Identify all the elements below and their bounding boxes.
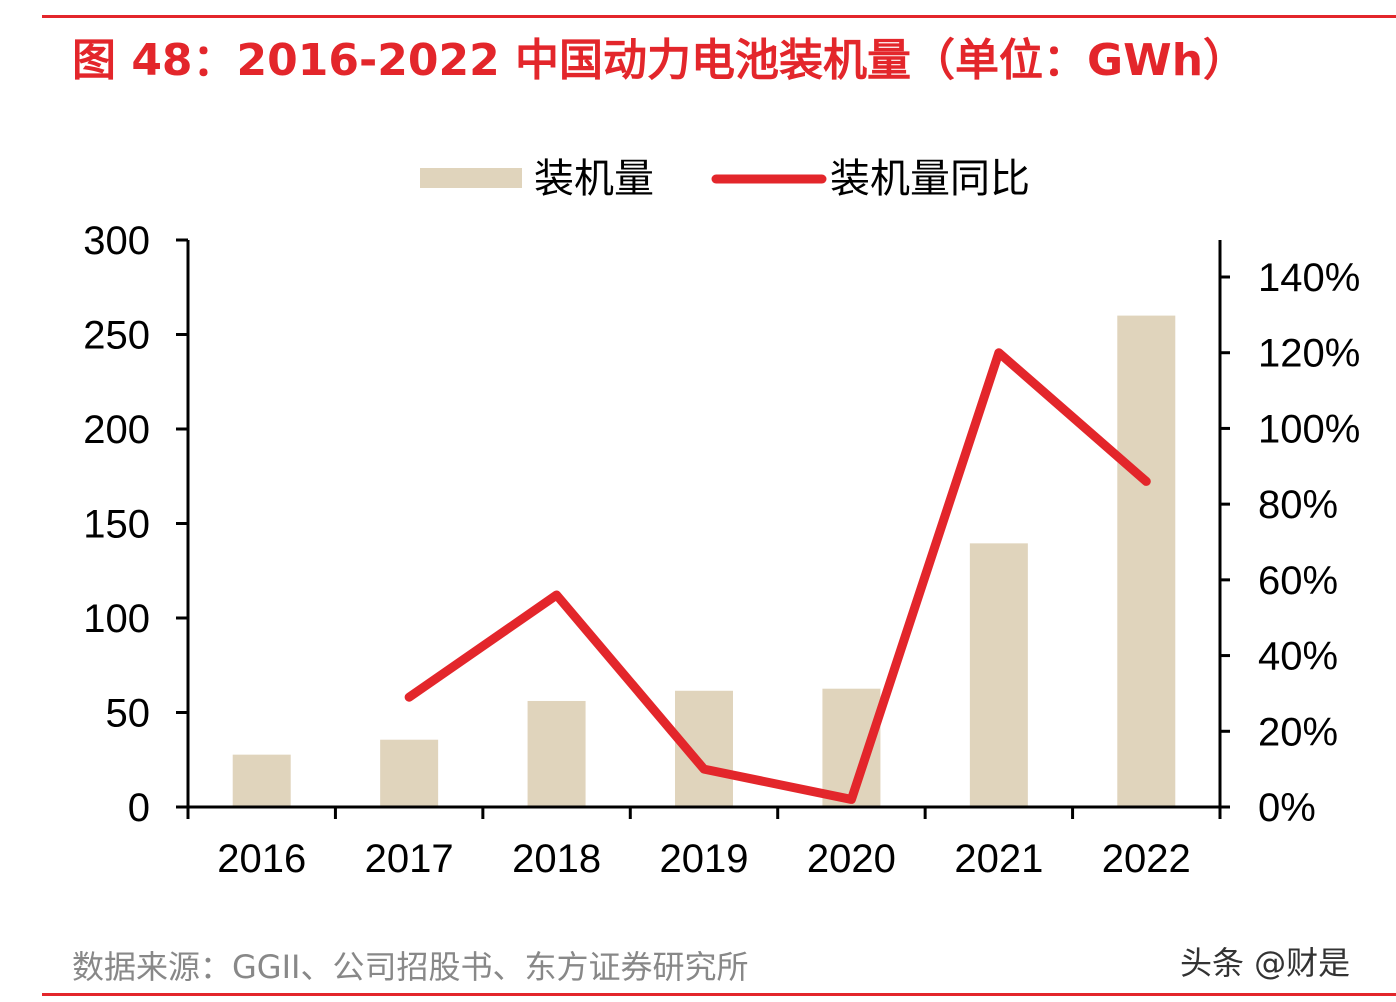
legend-label-line: 装机量同比 xyxy=(830,157,1030,201)
left-tick-label: 200 xyxy=(83,408,150,452)
top-rule xyxy=(42,15,1396,18)
right-tick-label: 80% xyxy=(1258,483,1338,527)
x-tick-label: 2018 xyxy=(512,837,601,881)
left-tick-label: 250 xyxy=(83,314,150,358)
x-tick-label: 2017 xyxy=(365,837,454,881)
bar-2021 xyxy=(969,543,1028,807)
left-tick-label: 100 xyxy=(83,597,150,641)
right-tick-label: 40% xyxy=(1258,635,1338,679)
source-note: 数据来源：GGII、公司招股书、东方证券研究所 xyxy=(72,948,749,986)
yoy-point xyxy=(408,696,411,699)
bar-2022 xyxy=(1117,315,1176,807)
left-tick-label: 150 xyxy=(83,503,150,547)
legend-label-bar: 装机量 xyxy=(534,157,654,201)
bar-2017 xyxy=(380,739,439,807)
x-tick-label: 2022 xyxy=(1102,837,1191,881)
left-tick-label: 300 xyxy=(83,219,150,263)
chart-title: 图 48：2016-2022 中国动力电池装机量（单位：GWh） xyxy=(72,35,1248,86)
bar-2016 xyxy=(232,754,291,807)
legend-swatch-bar xyxy=(420,168,522,188)
right-tick-label: 120% xyxy=(1258,332,1360,376)
yoy-point xyxy=(1145,480,1148,483)
yoy-point xyxy=(997,351,1000,354)
right-tick-label: 0% xyxy=(1258,786,1316,830)
x-tick-label: 2021 xyxy=(954,837,1043,881)
yoy-line xyxy=(404,348,1151,804)
x-tick-label: 2019 xyxy=(660,837,749,881)
left-tick-label: 50 xyxy=(106,692,151,736)
yoy-point xyxy=(703,768,705,771)
yoy-point xyxy=(850,798,853,801)
x-tick-label: 2016 xyxy=(217,837,306,881)
right-tick-label: 20% xyxy=(1258,710,1338,754)
left-tick-label: 0 xyxy=(128,786,150,830)
x-tick-label: 2020 xyxy=(807,837,896,881)
right-tick-label: 60% xyxy=(1258,559,1338,603)
yoy-point xyxy=(555,594,558,596)
bar-2018 xyxy=(527,700,586,807)
right-tick-label: 100% xyxy=(1258,407,1360,451)
bottom-rule xyxy=(42,993,1396,996)
right-tick-label: 140% xyxy=(1258,256,1360,300)
watermark: 头条 @财是 xyxy=(1180,944,1351,982)
